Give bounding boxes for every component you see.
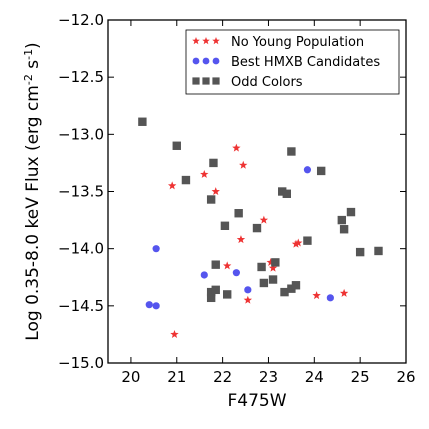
no-young-population-point xyxy=(232,143,241,152)
hmxb-candidate-point xyxy=(232,269,240,277)
y-tick-label: −13.0 xyxy=(58,125,104,143)
odd-colors-point xyxy=(337,215,347,225)
legend-entry: Odd Colors xyxy=(192,75,303,90)
odd-colors-point xyxy=(278,187,287,196)
no-young-population-point xyxy=(259,215,269,224)
odd-colors-point xyxy=(259,278,269,288)
odd-colors-point xyxy=(211,260,220,269)
no-young-population-point xyxy=(170,330,179,338)
odd-colors-point xyxy=(355,247,365,257)
y-axis-title: Log 0.35-8.0 keV Flux (erg cm-2 s-1) xyxy=(22,42,44,340)
no-young-population-point xyxy=(243,295,253,304)
y-tick-label: −12.5 xyxy=(58,68,104,86)
odd-colors-point xyxy=(209,158,218,168)
odd-colors-point xyxy=(287,284,296,293)
no-young-population-point xyxy=(236,235,246,244)
odd-colors-point xyxy=(223,290,232,299)
legend-label: Best HMXB Candidates xyxy=(231,55,380,70)
odd-colors-point xyxy=(271,258,280,267)
x-tick-label: 22 xyxy=(213,368,232,386)
odd-colors-point xyxy=(282,189,291,198)
plot-frame xyxy=(107,19,407,364)
axes: 20 21 22 23 24 25 26 −15.0 −14.5 −14.0 −13.5 −13.0 −… xyxy=(58,11,416,386)
legend-marker xyxy=(212,37,220,45)
odd-colors-point xyxy=(172,141,181,150)
y-axis-title-part: Log 0.35-8.0 keV Flux (erg cm xyxy=(23,85,43,341)
odd-colors-point xyxy=(234,209,243,218)
odd-colors-point xyxy=(252,223,262,233)
x-tick-label: 21 xyxy=(167,368,186,386)
y-axis-title-superscript: -1 xyxy=(22,49,35,60)
no-young-population-point xyxy=(268,263,278,272)
no-young-population-point xyxy=(211,187,220,196)
odd-colors-point xyxy=(339,225,349,234)
y-axis-title-part: s xyxy=(23,60,43,74)
odd-colors-point xyxy=(268,275,278,284)
hmxb-candidate-point xyxy=(303,166,312,174)
x-tick-label: 26 xyxy=(396,368,415,386)
odd-colors-point xyxy=(303,236,312,245)
legend-entry: No Young Population xyxy=(192,35,364,50)
hmxb-candidate-point xyxy=(152,302,160,310)
y-tick-label: −13.5 xyxy=(58,183,104,201)
hmxb-candidate-point xyxy=(244,286,252,294)
x-tick-label: 25 xyxy=(351,368,370,386)
no-young-population-point xyxy=(312,291,321,300)
legend-marker xyxy=(202,37,210,45)
hmxb-candidate-point xyxy=(326,294,334,302)
legend: No Young Population Best HMXB Candidates O… xyxy=(185,29,400,95)
legend-marker xyxy=(192,37,200,45)
no-young-population-point xyxy=(200,169,209,178)
y-tick-label: −14.5 xyxy=(58,297,104,315)
no-young-population-point xyxy=(294,238,303,247)
no-young-population-point xyxy=(168,181,177,190)
y-tick-label: −12.0 xyxy=(58,11,104,29)
y-axis-title-superscript: -2 xyxy=(22,74,35,85)
odd-colors-point xyxy=(346,207,356,217)
legend-marker xyxy=(212,57,220,65)
no-young-population-point xyxy=(223,261,232,270)
odd-colors-point xyxy=(206,287,216,297)
legend-box xyxy=(185,29,400,95)
data-marks xyxy=(138,117,383,338)
x-tick-label: 24 xyxy=(305,368,324,386)
legend-marker xyxy=(192,77,200,85)
x-tick-label: 23 xyxy=(259,368,278,386)
legend-marker xyxy=(202,57,210,65)
y-axis-title-part: ) xyxy=(23,42,43,49)
legend-label: Odd Colors xyxy=(231,75,303,90)
legend-marker xyxy=(212,77,220,85)
odd-colors-point xyxy=(280,287,289,297)
odd-colors-point xyxy=(138,117,147,126)
no-young-population-point xyxy=(266,257,275,266)
odd-colors-point xyxy=(206,195,216,204)
legend-marker xyxy=(202,77,210,85)
y-tick-label: −14.0 xyxy=(58,240,104,258)
odd-colors-point xyxy=(291,281,301,290)
odd-colors-point xyxy=(181,175,191,185)
x-axis-title: F475W xyxy=(227,391,286,411)
y-tick-label: −15.0 xyxy=(58,354,104,372)
odd-colors-point xyxy=(211,285,220,295)
odd-colors-point xyxy=(287,147,296,156)
no-young-population-point xyxy=(339,288,349,297)
hmxb-candidate-point xyxy=(145,301,153,309)
legend-marker xyxy=(192,57,200,65)
hmxb-candidate-point xyxy=(152,245,160,253)
no-young-population-point xyxy=(239,160,248,169)
odd-colors-point xyxy=(316,166,326,176)
legend-entry: Best HMXB Candidates xyxy=(192,55,380,70)
odd-colors-point xyxy=(220,221,230,230)
odd-colors-point xyxy=(206,293,216,303)
no-young-population-point xyxy=(291,239,301,248)
x-tick-label: 20 xyxy=(121,368,140,386)
hmxb-candidate-point xyxy=(200,271,208,279)
odd-colors-point xyxy=(374,246,383,256)
legend-label: No Young Population xyxy=(231,35,364,50)
odd-colors-point xyxy=(257,262,266,272)
